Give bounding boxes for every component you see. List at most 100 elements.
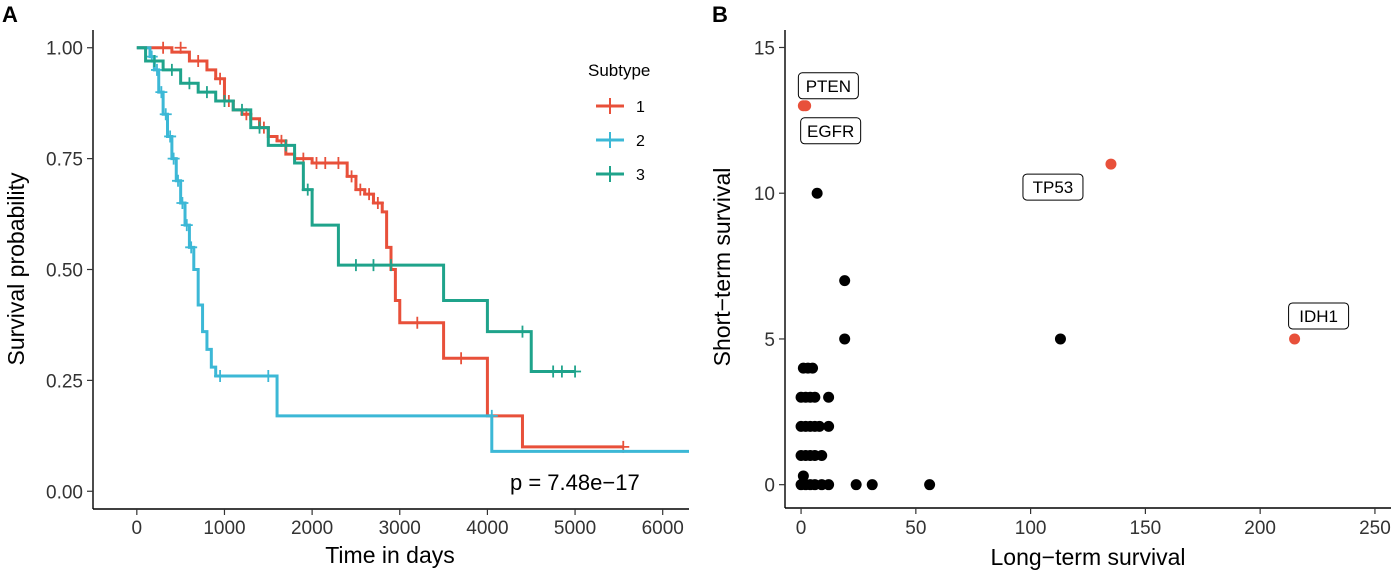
panel-b-scatter-chart: B 0 50 100 150 200 250 0 5 10 15 PTEN EGFR TP53 IDH1… (709, 2, 1391, 570)
censor-mark-subtype-2 (164, 130, 177, 143)
censor-mark-subtype-2 (155, 86, 168, 99)
gene-label-text: PTEN (806, 77, 851, 96)
legend-label: 1 (636, 99, 645, 116)
y-tick-label: 0 (764, 476, 775, 497)
censor-mark-subtype-3 (200, 86, 213, 99)
panel-b-y-title: Short−term survival (709, 168, 735, 367)
legend-title: Subtype (588, 61, 650, 80)
censor-mark-subtype-2 (180, 219, 193, 232)
y-tick-label: 15 (754, 38, 775, 59)
censor-mark-subtype-3 (236, 103, 248, 116)
censor-mark-subtype-1 (214, 72, 227, 85)
scatter-point (813, 420, 825, 432)
y-tick-label: 10 (754, 184, 775, 205)
scatter-point (1054, 333, 1066, 345)
censor-mark-subtype-3 (385, 259, 397, 272)
gene-label-tp53: TP53 (1022, 173, 1084, 201)
x-tick-label: 200 (1244, 518, 1276, 539)
gene-label-box (1288, 302, 1350, 330)
y-tick-label: 0.25 (46, 371, 83, 392)
y-tick-label: 0.75 (46, 150, 83, 171)
censor-mark-subtype-1 (174, 41, 187, 54)
censor-mark-subtype-1 (345, 170, 358, 183)
x-tick-label: 0 (796, 518, 807, 539)
panel-a-x-title: Time in days (325, 542, 455, 568)
censor-mark-subtype-2 (150, 63, 163, 76)
highlighted-point-idh1 (1289, 333, 1301, 345)
scatter-point (807, 362, 819, 374)
gene-label-box (800, 117, 862, 145)
x-tick-label: 5000 (554, 518, 596, 539)
censor-mark-subtype-1 (371, 196, 384, 209)
censor-mark-subtype-3 (349, 259, 362, 272)
scatter-point (809, 391, 821, 403)
censor-mark-subtype-2 (185, 241, 198, 254)
gene-label-pten: PTEN (797, 72, 859, 100)
scatter-point (811, 187, 823, 199)
panel-a-km-chart: A 0 1000 2000 3000 4000 5000 6000 0.00 0.25 0.50 0… (2, 2, 689, 568)
censor-mark-subtype-1 (192, 55, 205, 68)
censor-mark-subtype-1 (332, 157, 345, 170)
x-tick-label: 50 (905, 518, 926, 539)
x-tick-label: 2000 (291, 518, 333, 539)
censor-mark-subtype-3 (367, 259, 380, 272)
censor-mark-subtype-3 (183, 77, 196, 90)
scatter-point (797, 470, 809, 482)
scatter-point (850, 479, 862, 491)
censor-mark-subtype-1 (319, 157, 332, 170)
censor-mark-subtype-2 (485, 409, 498, 422)
km-curve-subtype-1 (136, 46, 624, 449)
y-tick-label: 0.00 (46, 482, 83, 503)
panel-a-letter: A (2, 2, 18, 27)
censor-mark-subtype-3 (569, 365, 582, 378)
km-curve-subtype-2 (136, 46, 689, 453)
scatter-point (839, 333, 851, 345)
y-tick-label: 5 (764, 330, 775, 351)
scatter-point (924, 479, 936, 491)
x-tick-label: 4000 (466, 518, 508, 539)
x-tick-label: 250 (1359, 518, 1391, 539)
scatter-point (823, 420, 835, 432)
scatter-point (866, 479, 878, 491)
legend-label: 3 (636, 167, 645, 184)
censor-mark-subtype-3 (279, 139, 292, 152)
x-tick-label: 100 (1015, 518, 1047, 539)
censor-mark-subtype-2 (176, 196, 189, 209)
legend-label: 2 (636, 133, 645, 150)
scatter-point (823, 391, 835, 403)
scatter-point (823, 479, 835, 491)
x-tick-label: 6000 (642, 518, 684, 539)
gene-label-text: EGFR (807, 122, 854, 141)
censor-mark-subtype-2 (172, 174, 185, 187)
x-tick-label: 0 (132, 518, 143, 539)
x-tick-label: 1000 (203, 518, 245, 539)
scatter-point (816, 450, 828, 462)
panel-a-p-value: p = 7.48e−17 (510, 470, 640, 495)
x-tick-label: 150 (1130, 518, 1162, 539)
censor-mark-subtype-3 (301, 183, 314, 196)
censor-mark-subtype-3 (516, 325, 529, 338)
km-curve-subtype-3 (136, 46, 576, 374)
censor-mark-subtype-1 (354, 183, 367, 196)
censor-mark-subtype-3 (555, 365, 568, 378)
highlighted-point-tp53 (1105, 158, 1117, 170)
gene-label-box (1022, 173, 1084, 201)
gene-label-text: TP53 (1033, 178, 1074, 197)
panel-a-y-title: Survival probability (3, 172, 29, 366)
censor-mark-subtype-3 (148, 55, 161, 68)
censor-mark-subtype-2 (214, 369, 227, 382)
censor-mark-subtype-3 (253, 121, 266, 134)
gene-label-egfr: EGFR (800, 117, 862, 145)
y-tick-label: 0.50 (46, 261, 83, 282)
gene-label-text: IDH1 (1299, 307, 1338, 326)
censor-mark-subtype-1 (157, 41, 170, 54)
censor-mark-subtype-3 (165, 63, 178, 76)
censor-mark-subtype-1 (363, 188, 376, 201)
panel-a-legend: Subtype 1 2 3 (588, 61, 650, 184)
censor-mark-subtype-1 (455, 352, 468, 365)
censor-mark-subtype-2 (262, 369, 275, 382)
censor-mark-subtype-2 (159, 108, 172, 121)
gene-label-box (797, 72, 859, 100)
gene-label-idh1: IDH1 (1288, 302, 1350, 330)
